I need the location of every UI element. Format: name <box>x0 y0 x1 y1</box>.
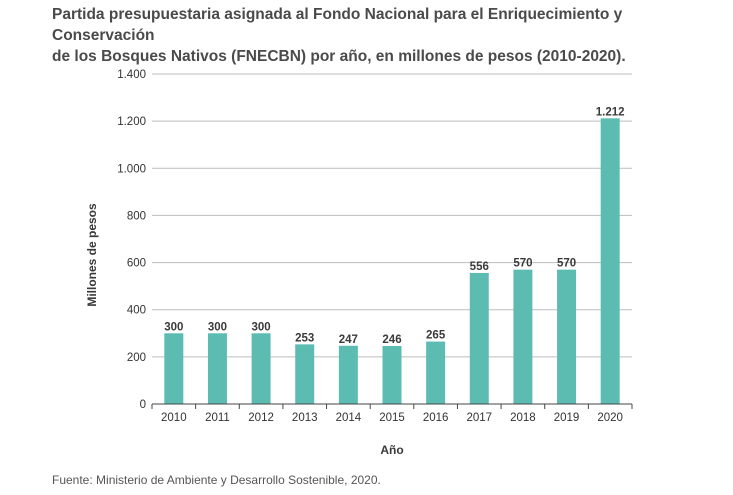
bar-2012 <box>251 333 271 404</box>
x-tick-label: 2019 <box>554 412 580 424</box>
bar-2013 <box>295 344 315 404</box>
bar-value-label: 570 <box>557 258 576 270</box>
x-tick-label: 2016 <box>423 412 449 424</box>
x-tick-label: 2013 <box>292 412 318 424</box>
chart-title-line-1: Partida presupuestaria asignada al Fondo… <box>52 6 623 44</box>
bar-value-label: 265 <box>426 330 446 342</box>
y-tick-label: 1.400 <box>117 69 146 81</box>
x-tick-label: 2015 <box>379 412 405 424</box>
chart-title: Partida presupuestaria asignada al Fondo… <box>52 4 722 67</box>
x-tick-label: 2010 <box>161 412 187 424</box>
bar-value-label: 246 <box>382 334 401 346</box>
bar-2017 <box>469 272 489 404</box>
y-axis-ticks: 0 200 400 600 800 1.000 1.200 1.400 <box>117 69 146 411</box>
bar-chart: 0 200 400 600 800 1.000 1.200 1.400 300 300 300 25… <box>85 69 633 457</box>
y-tick-label: 200 <box>127 352 146 364</box>
bar-value-label: 247 <box>339 334 358 346</box>
x-axis: 2010 2011 2012 2013 2014 2015 2016 2017 2018 2019… <box>151 403 633 424</box>
y-tick-label: 1.200 <box>117 116 146 128</box>
bar-value-label: 300 <box>251 321 270 333</box>
bar-2011 <box>207 333 227 404</box>
chart-title-line-2: de los Bosques Nativos (FNECBN) por año,… <box>52 48 626 65</box>
bar-value-label: 570 <box>513 258 532 270</box>
bar-2014 <box>338 345 358 404</box>
x-tick-label: 2012 <box>248 412 274 424</box>
bar-2010 <box>164 333 184 404</box>
bar-value-label: 300 <box>164 321 183 333</box>
bar-2018 <box>513 269 533 404</box>
y-tick-label: 1.000 <box>117 163 146 175</box>
source-note: Fuente: Ministerio de Ambiente y Desarro… <box>52 473 381 487</box>
x-axis-label: Año <box>380 443 403 457</box>
x-tick-label: 2011 <box>205 412 230 424</box>
y-tick-label: 800 <box>127 210 146 222</box>
y-tick-label: 600 <box>127 258 146 270</box>
x-tick-label: 2017 <box>466 412 492 424</box>
y-axis-label: Millones de pesos <box>85 203 99 307</box>
bar-value-label: 1.212 <box>596 106 625 118</box>
y-tick-label: 400 <box>127 305 146 317</box>
bar-value-label: 253 <box>295 332 314 344</box>
bar-value-label: 300 <box>208 321 227 333</box>
bars: 300 300 300 253 247 246 265 556 570 570 1.212 <box>164 106 625 405</box>
y-tick-label: 0 <box>140 399 146 411</box>
x-tick-label: 2020 <box>597 412 623 424</box>
bar-2020 <box>600 118 620 405</box>
bar-2019 <box>557 269 577 404</box>
x-tick-label: 2018 <box>510 412 536 424</box>
bar-2015 <box>382 346 402 404</box>
x-tick-label: 2014 <box>336 412 362 424</box>
bar-value-label: 556 <box>470 261 489 273</box>
bar-2016 <box>426 341 446 404</box>
